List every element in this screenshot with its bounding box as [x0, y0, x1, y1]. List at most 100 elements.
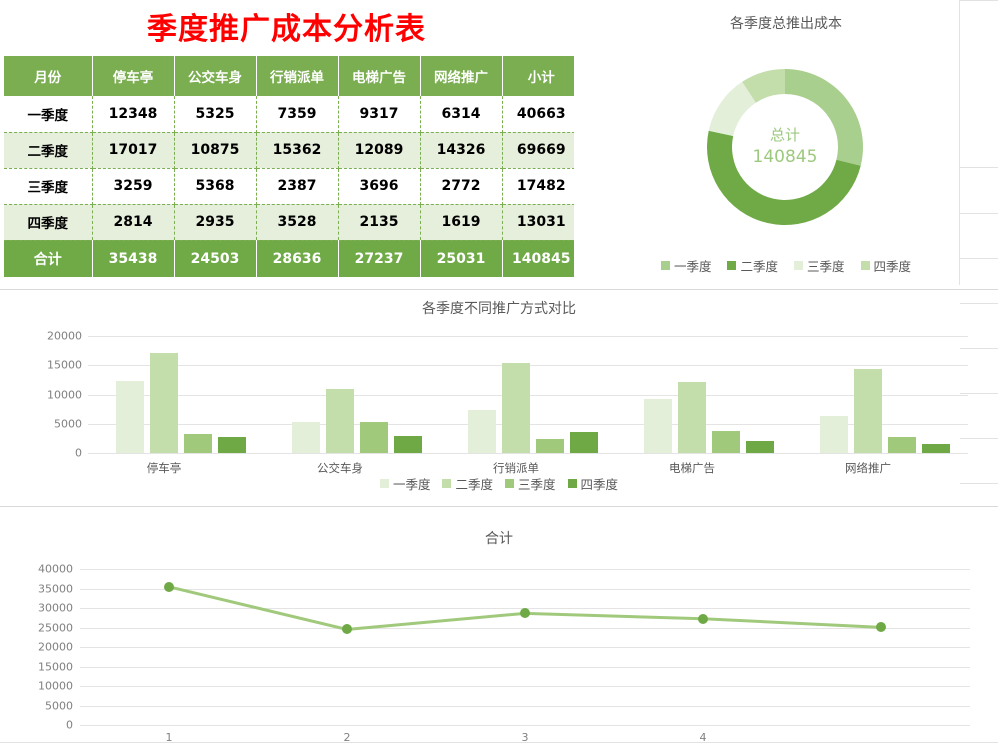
col-header-flyer: 行销派单 — [256, 56, 339, 96]
bar[interactable] — [394, 435, 422, 453]
legend-swatch-icon — [727, 261, 737, 270]
bar-legend-item[interactable]: 四季度 — [567, 474, 619, 493]
cost-table-panel: 季度推广成本分析表 月份 停车亭 公交车身 行销派单 电梯广告 网络推广 小计 … — [0, 0, 580, 285]
gridline — [80, 686, 970, 687]
total-cell: 27237 — [338, 240, 421, 277]
cell: 69669 — [502, 132, 580, 169]
x-axis-tick-label: 2 — [343, 731, 351, 744]
line-chart-panel: 合计 0 5000 10000 15000 20000 25000 30000 35000 40… — [0, 508, 998, 748]
bar-legend-item[interactable]: 三季度 — [505, 474, 556, 493]
bar[interactable] — [570, 432, 598, 453]
legend-label: 一季度 — [392, 477, 431, 492]
sheet-gridline — [0, 742, 998, 743]
bar-chart-plot: 0 5000 10000 15000 20000 停车亭 公交车身 行销派单 电梯广告 网络推广 — [47, 330, 968, 475]
col-header-month: 月份 — [4, 56, 93, 96]
y-axis-tick-label: 15000 — [38, 660, 73, 673]
donut-legend: 一季度 二季度 三季度 四季度 — [574, 256, 998, 275]
donut-legend-item[interactable]: 一季度 — [660, 256, 712, 275]
bar[interactable] — [854, 369, 882, 453]
x-axis-tick-label: 4 — [699, 731, 707, 744]
cell: 17017 — [92, 132, 175, 169]
y-axis-tick-label: 40000 — [38, 562, 73, 576]
cell: 3528 — [256, 204, 339, 241]
donut-chart: 总计 140845 — [695, 57, 875, 237]
bar[interactable] — [536, 439, 564, 453]
bar[interactable] — [360, 421, 388, 453]
y-axis-tick-label: 20000 — [47, 329, 82, 343]
sheet-gridline — [960, 0, 998, 1]
legend-label: 一季度 — [673, 259, 712, 274]
quarterly-cost-table: 月份 停车亭 公交车身 行销派单 电梯广告 网络推广 小计 一季度 12348 … — [4, 56, 580, 277]
bar[interactable] — [820, 416, 848, 453]
donut-slice[interactable] — [706, 130, 861, 226]
bar-group — [116, 336, 252, 453]
line-data-point[interactable] — [342, 624, 352, 635]
bar-chart-panel: 各季度不同推广方式对比 0 5000 10000 15000 20000 停车亭 公交车身 行… — [0, 289, 998, 507]
legend-label: 四季度 — [873, 259, 912, 274]
bar[interactable] — [150, 353, 178, 453]
total-row-label: 合计 — [4, 240, 93, 277]
donut-legend-item[interactable]: 四季度 — [860, 256, 912, 275]
sheet-gridline — [960, 483, 998, 484]
total-cell: 28636 — [256, 240, 339, 277]
legend-label: 四季度 — [580, 477, 619, 492]
col-header-parking: 停车亭 — [92, 56, 175, 96]
col-header-subtotal: 小计 — [502, 56, 580, 96]
bar[interactable] — [888, 436, 916, 453]
bar[interactable] — [184, 433, 212, 453]
x-axis-category-label: 电梯广告 — [669, 461, 715, 475]
line-data-point[interactable] — [520, 608, 530, 619]
line-data-point[interactable] — [698, 613, 708, 624]
cell: 5368 — [174, 168, 257, 205]
total-cell: 24503 — [174, 240, 257, 277]
y-axis-tick-label: 20000 — [38, 640, 73, 654]
bar[interactable] — [712, 431, 740, 453]
y-axis-tick-label: 10000 — [38, 679, 73, 693]
col-header-bus: 公交车身 — [174, 56, 257, 96]
donut-legend-item[interactable]: 二季度 — [727, 256, 778, 275]
bar-legend-item[interactable]: 一季度 — [379, 474, 431, 493]
cell: 1619 — [420, 204, 503, 241]
donut-slice[interactable] — [742, 69, 785, 103]
x-axis-tick-label: 1 — [165, 731, 173, 744]
gridline — [80, 588, 970, 590]
y-axis-tick-label: 15000 — [47, 358, 82, 372]
bar[interactable] — [292, 421, 320, 453]
x-axis-category-label: 行销派单 — [493, 461, 539, 475]
bar[interactable] — [922, 443, 950, 453]
cell: 15362 — [256, 132, 339, 169]
y-axis-tick-label: 35000 — [38, 582, 73, 595]
donut-legend-item[interactable]: 三季度 — [794, 256, 845, 275]
bar[interactable] — [468, 409, 496, 453]
bar[interactable] — [644, 398, 672, 453]
bar-group — [644, 336, 780, 453]
bar[interactable] — [746, 440, 774, 453]
gridline — [80, 725, 970, 726]
bar[interactable] — [218, 436, 246, 453]
table-header-row: 月份 停车亭 公交车身 行销派单 电梯广告 网络推广 小计 — [4, 56, 580, 96]
gridline — [80, 647, 970, 648]
cell: 5325 — [174, 96, 257, 133]
bar[interactable] — [502, 363, 530, 453]
bar[interactable] — [326, 389, 354, 453]
total-cell: 140845 — [502, 240, 580, 277]
gridline — [80, 569, 970, 570]
bar[interactable] — [678, 382, 706, 453]
legend-swatch-icon — [567, 479, 577, 488]
sheet-gridline — [960, 258, 998, 259]
cell: 12348 — [92, 96, 175, 133]
cell: 12089 — [338, 132, 421, 169]
gridline — [80, 666, 970, 668]
bar[interactable] — [116, 380, 144, 453]
donut-slice[interactable] — [785, 69, 863, 166]
table-row: 三季度 3259 5368 2387 3696 2772 17482 — [4, 168, 580, 205]
bar-legend-item[interactable]: 二季度 — [442, 474, 493, 493]
line-chart-title: 合计 — [485, 531, 513, 547]
donut-slice[interactable] — [708, 81, 756, 136]
line-data-point[interactable] — [876, 622, 886, 633]
col-header-online: 网络推广 — [420, 56, 503, 96]
bar-group — [468, 336, 604, 453]
line-data-point[interactable] — [164, 581, 174, 592]
x-axis-category-label: 公交车身 — [317, 461, 363, 475]
